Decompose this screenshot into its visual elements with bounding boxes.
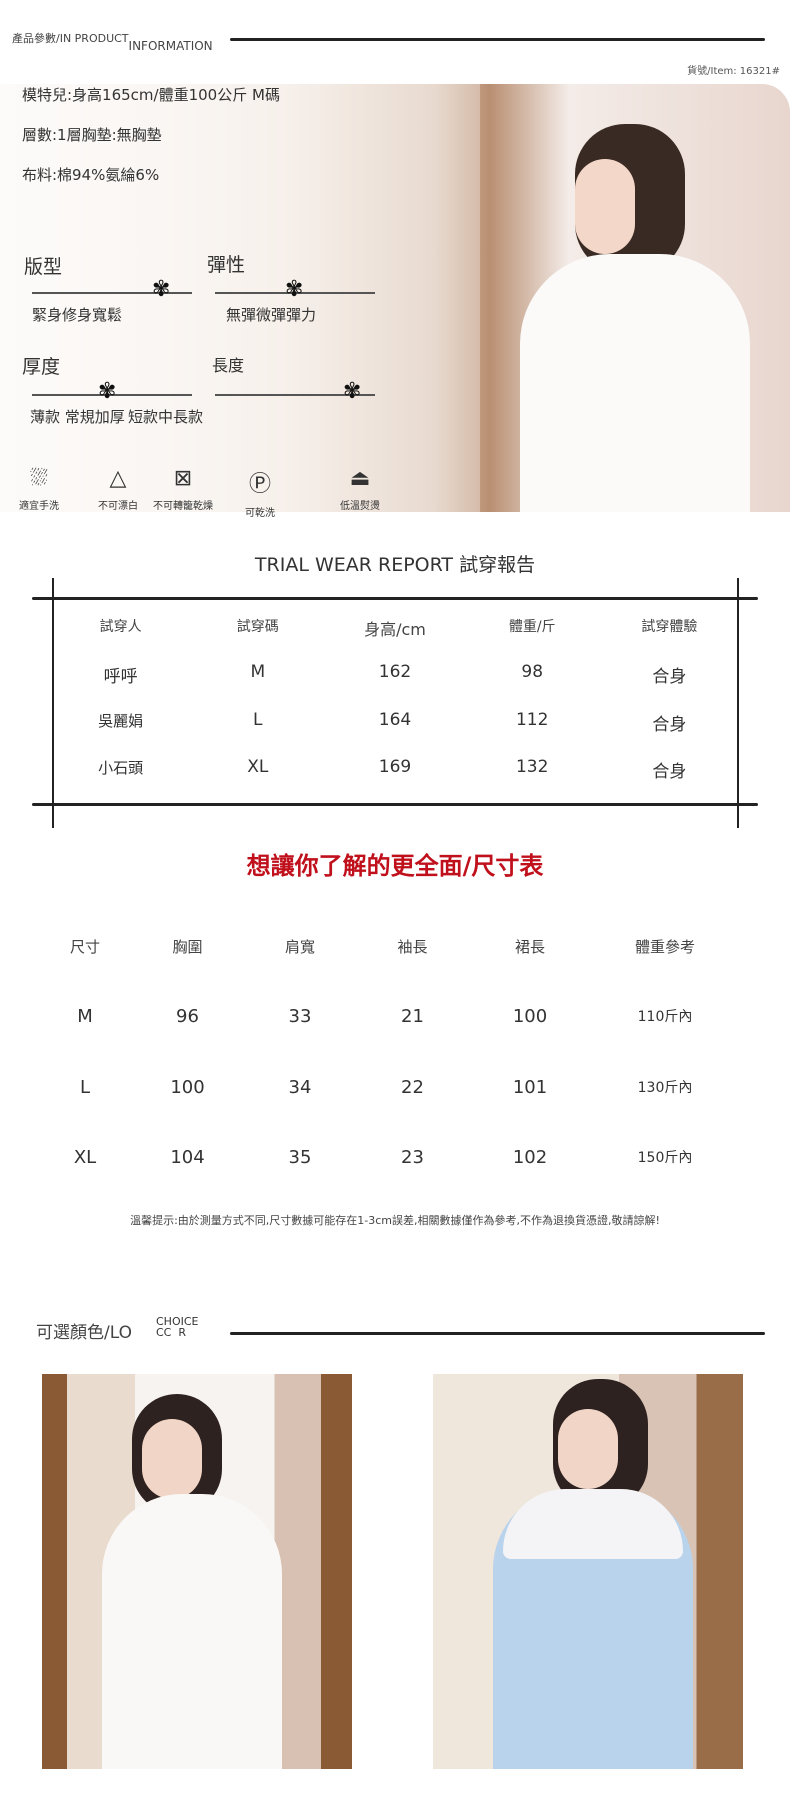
flower-marker-icon: ✾: [152, 277, 171, 302]
divider: [230, 38, 765, 41]
spec-layers: 層數:1層胸墊:無胸墊: [22, 126, 162, 144]
flower-marker-icon: ✾: [285, 277, 304, 302]
flower-marker-icon: ✾: [343, 379, 362, 404]
low-iron-icon: ⏏: [349, 466, 371, 491]
trial-table-header: 試穿人 試穿碼 身高/cm 體重/斤 試穿體驗: [99, 619, 698, 639]
care-no-bleach: △ 不可漂白: [88, 466, 148, 512]
size-table-header: 尺寸 胸圍 肩寬 袖長 裙長 體重參考: [69, 938, 695, 956]
size-chart-title: 想讓你了解的更全面/尺寸表: [246, 852, 544, 880]
item-number: 貨號/Item: 16321#: [687, 66, 780, 77]
color-option-blue[interactable]: [433, 1374, 743, 1769]
attr-length-title: 長度: [212, 356, 245, 375]
table-row: L 100 34 22 101 130斤內: [79, 1077, 693, 1098]
colors-subtitle: CHOICE CC R: [156, 1315, 199, 1339]
product-photo: [0, 84, 790, 512]
care-hand-wash: ⛆ 適宜手洗: [14, 466, 64, 512]
attr-elastic-scale: 無彈微彈彈力: [226, 306, 317, 324]
elastic-slider: [215, 292, 375, 294]
attr-elastic-title: 彈性: [207, 254, 246, 276]
thickness-slider: [32, 394, 192, 396]
no-tumble-dry-icon: ⊠: [173, 466, 193, 491]
attr-fit-title: 版型: [24, 256, 63, 278]
attr-fit-scale: 緊身修身寬鬆: [32, 306, 123, 324]
trial-report-title: TRIAL WEAR REPORT 試穿報告: [254, 554, 536, 576]
length-slider: [215, 394, 375, 396]
spec-model: 模特兒:身高165cm/體重100公斤 M碼: [22, 86, 280, 104]
attr-length-scale: 短款中長款: [128, 408, 204, 426]
care-low-iron: ⏏ 低溫熨燙: [330, 466, 390, 512]
flower-marker-icon: ✾: [98, 379, 117, 404]
table-row: 小石頭 XL 169 132 合身: [98, 757, 687, 782]
table-border-bottom: [32, 803, 758, 806]
divider: [230, 1332, 765, 1335]
no-bleach-icon: △: [109, 466, 127, 491]
hand-wash-icon: ⛆: [30, 466, 48, 491]
table-border-left: [52, 578, 54, 828]
colors-title: 可選顏色/LO: [36, 1323, 132, 1343]
table-row: 吳麗娟 L 164 112 合身: [98, 710, 687, 735]
table-row: M 96 33 21 100 110斤內: [77, 1006, 693, 1027]
color-option-white[interactable]: [42, 1374, 352, 1769]
care-dry-clean: Ⓟ 可乾洗: [240, 466, 280, 519]
table-row: 呼呼 M 162 98 合身: [103, 662, 687, 687]
attr-thickness-scale: 薄款 常規加厚: [30, 408, 125, 426]
size-note: 溫馨提示:由於測量方式不同,尺寸數據可能存在1-3cm誤差,相關數據僅作為參考,…: [130, 1214, 660, 1227]
dry-clean-icon: Ⓟ: [248, 472, 271, 497]
attr-thickness-title: 厚度: [22, 356, 61, 378]
spec-fabric: 布料:棉94%氨綸6%: [22, 166, 160, 184]
fit-slider: [32, 292, 192, 294]
table-border-right: [737, 578, 739, 828]
table-row: XL 104 35 23 102 150斤內: [73, 1147, 693, 1168]
section-header-product-info: 產品參數/IN PRODUCTINFORMATION: [12, 32, 213, 53]
care-no-tumble: ⊠ 不可轉籠乾燥: [138, 466, 228, 512]
table-border-top: [32, 597, 758, 600]
